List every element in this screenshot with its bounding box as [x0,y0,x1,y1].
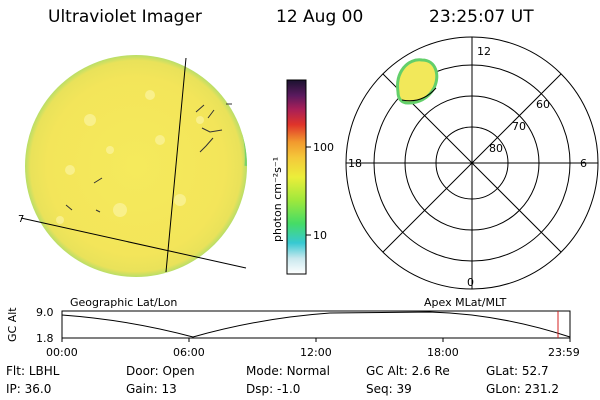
polar-plot [345,36,599,290]
polar-diagonal-2 [382,73,562,253]
lat-label-70: 70 [512,120,526,133]
status-door: Door: Open [126,364,195,378]
status-seq: Seq: 39 [366,382,412,396]
status-value: LBHL [28,364,60,378]
earth-disk-image [20,55,247,277]
header-time: 23:25:07 UT [429,7,534,27]
status-mode: Mode: Normal [246,364,330,378]
status-value: 231.2 [524,382,559,396]
geographic-label: Geographic Lat/Lon [70,296,178,309]
status-value: 2.6 Re [411,364,450,378]
colorbar-label-10: 10 [313,229,327,242]
status-value: 52.7 [521,364,549,378]
status-label: Mode: [246,364,283,378]
auroral-blob [396,58,439,105]
status-flt: Flt: LBHL [6,364,59,378]
status-label: Dsp: [246,382,274,396]
altitude-ytick-top: 9.0 [36,306,54,319]
status-label: Seq: [366,382,393,396]
status-value: 13 [161,382,177,396]
status-glon: GLon: 231.2 [486,382,559,396]
status-value: 36.0 [24,382,52,396]
status-value: 39 [396,382,412,396]
status-label: GLat: [486,364,519,378]
mlt-label-12: 12 [477,45,491,58]
status-ip: IP: 36.0 [6,382,51,396]
color-scale [286,79,311,275]
header-title: Ultraviolet Imager [48,7,202,27]
color-bar [286,79,307,275]
mlt-label-0: 0 [467,276,474,289]
disk-texture [56,90,204,224]
status-gc-alt: GC Alt: 2.6 Re [366,364,450,378]
status-label: GLon: [486,382,521,396]
lat-label-60: 60 [536,98,550,111]
colorbar-unit-label: photon cm⁻²s⁻¹ [271,156,284,242]
status-value: Open [162,364,195,378]
altitude-xtick-label-0: 00:00 [46,346,78,359]
apex-label: Apex MLat/MLT [424,296,507,309]
colorbar-label-100: 100 [313,141,334,154]
status-value: -1.0 [276,382,301,396]
status-label: Flt: [6,364,25,378]
disk-edge-mark: 7 [18,214,25,225]
lat-label-80: 80 [489,142,503,155]
status-label: GC Alt: [366,364,408,378]
latitude-line [20,217,247,269]
altitude-xtick-label-4: 23:59 [548,346,580,359]
longitude-line [165,57,187,273]
altitude-ylabel: GC Alt [6,307,19,342]
status-gain: Gain: 13 [126,382,177,396]
status-glat: GLat: 52.7 [486,364,549,378]
header-date: 12 Aug 00 [276,7,364,27]
altitude-xtick-label-3: 18:00 [427,346,459,359]
altitude-xtick-label-1: 06:00 [173,346,205,359]
status-label: Gain: [126,382,158,396]
altitude-ytick-bottom: 1.8 [36,332,54,345]
altitude-curve [61,311,571,338]
earth-disk [25,55,247,277]
altitude-xtick-label-2: 12:00 [300,346,332,359]
altitude-plot [61,310,571,342]
coastlines [65,103,232,213]
status-label: IP: [6,382,21,396]
status-dsp: Dsp: -1.0 [246,382,300,396]
mlt-label-18: 18 [348,157,362,170]
mlt-label-6: 6 [580,157,587,170]
status-value: Normal [286,364,330,378]
status-label: Door: [126,364,159,378]
